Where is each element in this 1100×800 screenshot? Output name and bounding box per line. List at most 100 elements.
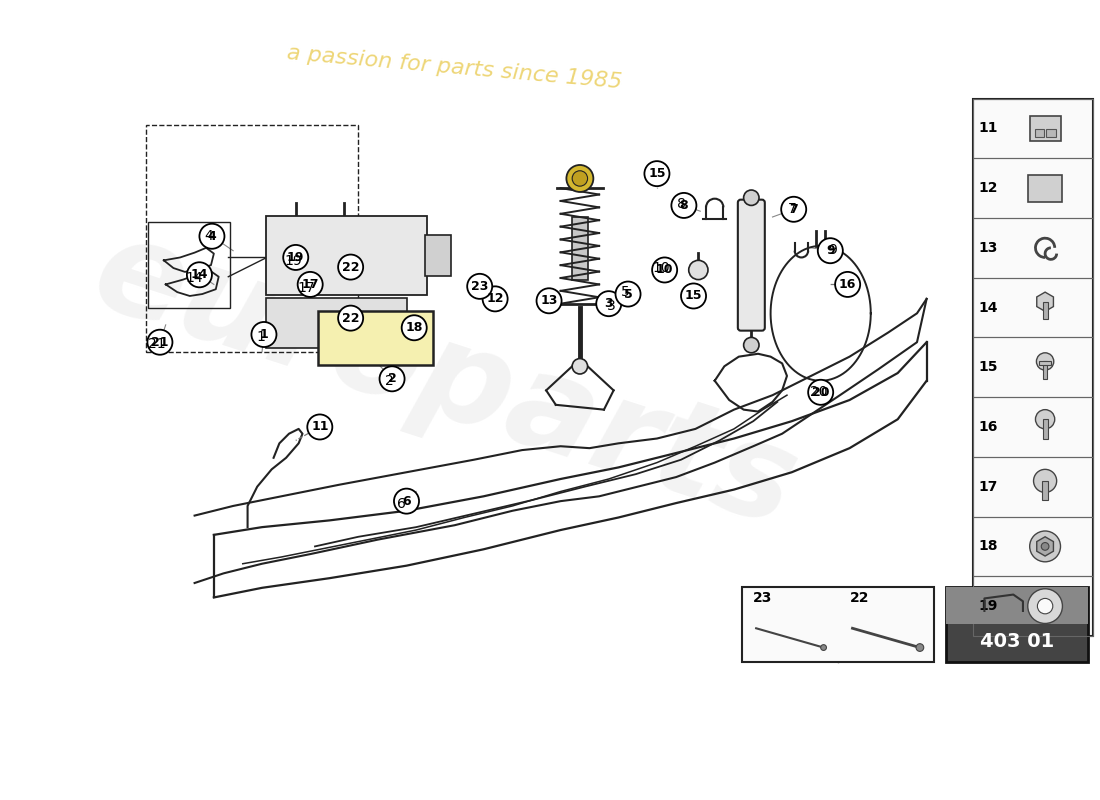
Bar — [972, 338, 1093, 397]
Text: 11: 11 — [311, 421, 329, 434]
Circle shape — [1034, 470, 1057, 493]
Text: 2: 2 — [387, 372, 396, 386]
Text: 13: 13 — [979, 241, 998, 255]
Circle shape — [1027, 589, 1063, 623]
Bar — [972, 576, 1093, 636]
FancyBboxPatch shape — [1030, 116, 1060, 141]
FancyBboxPatch shape — [572, 217, 587, 280]
Circle shape — [199, 224, 224, 249]
Text: 2: 2 — [385, 374, 394, 388]
Bar — [1043, 362, 1047, 379]
Bar — [146, 126, 359, 352]
Circle shape — [402, 315, 427, 340]
Text: 3: 3 — [605, 297, 613, 310]
FancyBboxPatch shape — [946, 587, 1088, 625]
Text: a passion for parts since 1985: a passion for parts since 1985 — [286, 43, 623, 92]
Text: 16: 16 — [979, 420, 998, 434]
Circle shape — [817, 238, 843, 263]
Bar — [972, 278, 1093, 338]
Text: europarts: europarts — [78, 207, 812, 554]
Text: 23: 23 — [471, 280, 488, 293]
Text: 7: 7 — [788, 202, 796, 216]
Circle shape — [916, 644, 924, 651]
Text: 6: 6 — [403, 494, 410, 508]
Bar — [972, 218, 1093, 278]
Text: 7: 7 — [790, 202, 799, 216]
Text: 8: 8 — [676, 197, 685, 210]
Text: 21: 21 — [148, 337, 166, 351]
Bar — [741, 587, 934, 662]
FancyBboxPatch shape — [266, 298, 407, 348]
Text: 9: 9 — [826, 244, 835, 258]
Circle shape — [338, 254, 363, 280]
Circle shape — [781, 197, 806, 222]
Circle shape — [645, 161, 670, 186]
Text: 10: 10 — [652, 261, 670, 275]
FancyBboxPatch shape — [318, 311, 432, 366]
Text: 19: 19 — [284, 254, 301, 268]
Bar — [972, 397, 1093, 457]
Bar — [1042, 481, 1048, 500]
Text: 15: 15 — [685, 290, 702, 302]
Text: 17: 17 — [301, 278, 319, 291]
Circle shape — [596, 291, 622, 316]
Bar — [1043, 419, 1047, 438]
Bar — [972, 98, 1093, 158]
FancyBboxPatch shape — [1027, 174, 1063, 202]
Text: 18: 18 — [979, 539, 998, 554]
Text: 20: 20 — [812, 386, 829, 398]
Text: 17: 17 — [297, 282, 315, 295]
FancyBboxPatch shape — [1034, 130, 1044, 137]
Bar — [972, 517, 1093, 576]
Circle shape — [394, 489, 419, 514]
Text: 18: 18 — [406, 322, 422, 334]
Text: 14: 14 — [186, 270, 204, 285]
Circle shape — [835, 272, 860, 297]
Circle shape — [1035, 410, 1055, 429]
FancyBboxPatch shape — [946, 587, 1088, 662]
Circle shape — [468, 274, 492, 299]
Circle shape — [147, 330, 173, 354]
Circle shape — [821, 645, 826, 650]
Text: 4: 4 — [208, 230, 217, 242]
Text: 12: 12 — [979, 181, 998, 195]
Circle shape — [283, 245, 308, 270]
Circle shape — [671, 193, 696, 218]
Text: 10: 10 — [656, 263, 673, 277]
Circle shape — [566, 165, 593, 192]
Text: 3: 3 — [607, 298, 616, 313]
Text: 11: 11 — [979, 122, 998, 135]
Text: 22: 22 — [849, 591, 869, 606]
Text: 14: 14 — [979, 301, 998, 314]
Circle shape — [572, 170, 587, 186]
Text: 9: 9 — [828, 242, 837, 257]
Circle shape — [1037, 598, 1053, 614]
Circle shape — [307, 414, 332, 439]
FancyBboxPatch shape — [266, 216, 427, 295]
FancyBboxPatch shape — [1046, 130, 1056, 137]
Text: 6: 6 — [397, 497, 406, 511]
Circle shape — [616, 282, 640, 306]
Text: 1: 1 — [256, 330, 265, 344]
FancyBboxPatch shape — [425, 235, 451, 276]
Bar — [972, 98, 1093, 636]
Text: 5: 5 — [624, 287, 632, 301]
Circle shape — [744, 190, 759, 206]
Text: 8: 8 — [680, 199, 689, 212]
Circle shape — [298, 272, 322, 297]
Bar — [972, 457, 1093, 517]
Text: 22: 22 — [342, 261, 360, 274]
Text: 13: 13 — [540, 294, 558, 307]
Circle shape — [252, 322, 276, 347]
Circle shape — [1030, 531, 1060, 562]
Bar — [148, 222, 230, 309]
Circle shape — [187, 262, 212, 287]
Circle shape — [1036, 353, 1054, 370]
Text: 22: 22 — [342, 312, 360, 325]
Circle shape — [338, 306, 363, 330]
Text: 15: 15 — [648, 167, 666, 180]
Text: 4: 4 — [205, 230, 213, 243]
Circle shape — [808, 380, 833, 405]
Text: 16: 16 — [839, 278, 856, 291]
Text: 15: 15 — [979, 360, 998, 374]
